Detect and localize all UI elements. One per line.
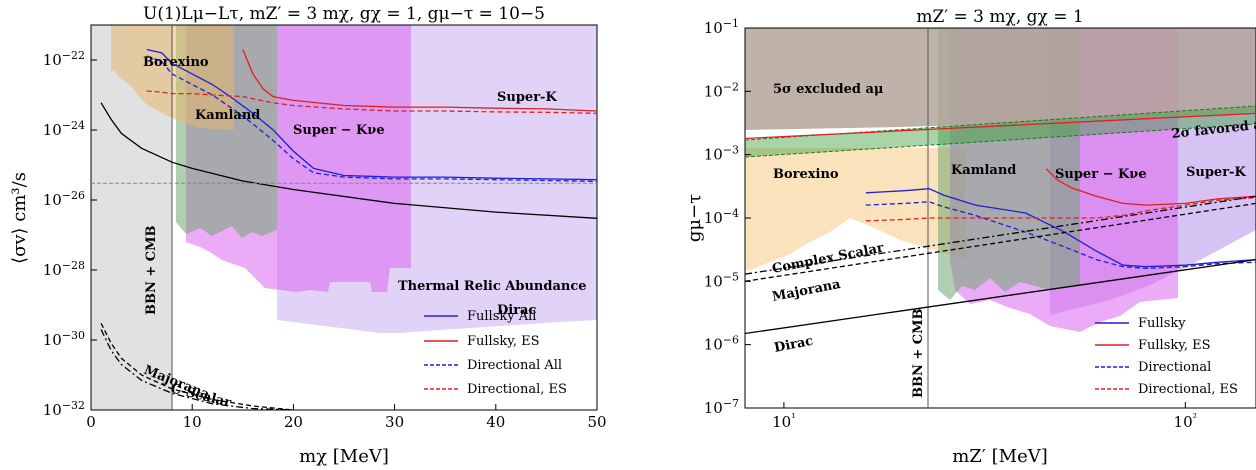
right-ytick-label: 10−6: [704, 334, 739, 354]
left-xtick-label: 30: [385, 413, 404, 431]
left-ytick-label: 10−30: [43, 329, 85, 349]
right-series-directional-es: [865, 196, 1256, 222]
left-series-fullsky-all: [146, 48, 597, 181]
region-excluded-amu: [745, 28, 1256, 130]
left-series-c-scalar: [100, 329, 294, 410]
left-ticks: 0 10 20 30 40 50 10−32 10−30 10−28 10−26 10−24 10−2…: [43, 49, 607, 431]
right-title: mZ′ = 3 mχ, gχ = 1: [916, 7, 1083, 27]
left-series-fullsky-es: [242, 49, 597, 112]
left-xtick-label: 10: [183, 413, 202, 431]
left-series: [91, 48, 597, 410]
favored-band-edge-lower: [745, 123, 1256, 158]
right-ytick-label: 10−3: [704, 144, 739, 164]
right-series-2-favored-a-: [745, 112, 1256, 140]
left-ytick-label: 10−32: [43, 399, 85, 419]
left-series-directional-es: [146, 90, 597, 114]
left-xlabel: mχ [MeV]: [299, 446, 389, 467]
left-xtick-label: 0: [86, 413, 96, 431]
right-xtick-label: 10¹: [772, 411, 796, 431]
legend-label-directional-all: Directional All: [467, 358, 562, 373]
right-legend: Fullsky Fullsky, ES Directional Directio…: [1095, 316, 1238, 397]
right-regions: [745, 28, 1256, 332]
right-ylabel: gμ−τ: [684, 194, 705, 242]
region-borexino-fill: [745, 148, 966, 270]
left-axes: [90, 24, 598, 411]
right-xlabel: mZ′ [MeV]: [952, 446, 1048, 467]
right-series-dirac: [745, 258, 1256, 335]
right-ytick-label: 10−1: [704, 17, 739, 37]
legend-label-fullsky-es: Fullsky, ES: [467, 334, 540, 349]
legend-label-directional-es: Directional, ES: [1138, 382, 1238, 397]
left-label-thermal: Thermal Relic Abundance: [398, 279, 587, 294]
legend-label-directional: Directional: [1138, 360, 1211, 375]
left-chart: 0 10 20 30 40 50 10−32 10−30 10−28 10−26 10−24 10−2…: [9, 4, 607, 467]
right-label-bbn: BBN + CMB: [911, 308, 926, 398]
left-label-superk: Super-K: [497, 90, 557, 105]
right-chart: 10¹ 10² 10−7 10−6 10−5 10−4 10−3 10−2 10−1 5σ ex…: [684, 7, 1256, 467]
right-ytick-label: 10−2: [704, 80, 739, 100]
right-label-kamland: Kamland: [951, 163, 1016, 178]
right-xtick-label: 10²: [1174, 411, 1198, 431]
left-series-directional-all: [146, 55, 597, 183]
region-favored-amu: [745, 106, 1256, 157]
left-ytick-label: 10−26: [43, 189, 85, 209]
right-label-borexino: Borexino: [773, 167, 839, 182]
left-label-dirac: Dirac: [497, 303, 536, 318]
right-ticks: 10¹ 10² 10−7 10−6 10−5 10−4 10−3 10−2 10−1: [704, 17, 1197, 431]
right-label-superk-nue: Super − Kνe: [1055, 167, 1147, 182]
left-xtick-label: 50: [587, 413, 606, 431]
left-series-dirac: [100, 102, 597, 219]
left-title: U(1)Lμ−Lτ, mZ′ = 3 mχ, gχ = 1, gμ−τ = 10…: [143, 4, 545, 24]
left-ylabel: ⟨σv⟩ cm³/s: [9, 172, 30, 264]
legend-label-fullsky: Fullsky: [1138, 316, 1186, 331]
right-label-dirac: Dirac: [773, 334, 815, 356]
legend-label-directional-es: Directional, ES: [467, 382, 567, 397]
left-label-borexino: Borexino: [143, 55, 209, 70]
left-regions: [91, 25, 597, 410]
left-label-superk-nue: Super − Kνe: [293, 123, 385, 138]
left-ytick-label: 10−24: [43, 119, 85, 139]
right-ytick-label: 10−5: [704, 270, 739, 290]
right-series-directional: [865, 201, 1256, 270]
left-label-bbn: BBN + CMB: [144, 225, 159, 315]
right-ytick-label: 10−7: [704, 397, 739, 417]
left-label-kamland: Kamland: [195, 108, 260, 123]
right-series-fullsky-es: [1045, 168, 1256, 206]
left-ytick-label: 10−28: [43, 259, 85, 279]
left-legend: Fullsky All Fullsky, ES Directional All …: [424, 309, 567, 397]
legend-label-fullsky-es: Fullsky, ES: [1138, 338, 1211, 353]
right-label-excluded: 5σ excluded aμ: [773, 82, 884, 97]
right-series: [745, 105, 1256, 335]
left-series-majorana: [100, 323, 294, 410]
right-series-majorana: [745, 202, 1256, 282]
right-ytick-label: 10−4: [704, 207, 739, 227]
left-xtick-label: 20: [284, 413, 303, 431]
left-ytick-label: 10−22: [43, 49, 85, 69]
right-label-superk: Super-K: [1186, 165, 1246, 180]
left-xtick-label: 40: [486, 413, 505, 431]
right-series-complex-scalar: [745, 195, 1256, 275]
legend-label-fullsky-all: Fullsky All: [467, 309, 536, 324]
